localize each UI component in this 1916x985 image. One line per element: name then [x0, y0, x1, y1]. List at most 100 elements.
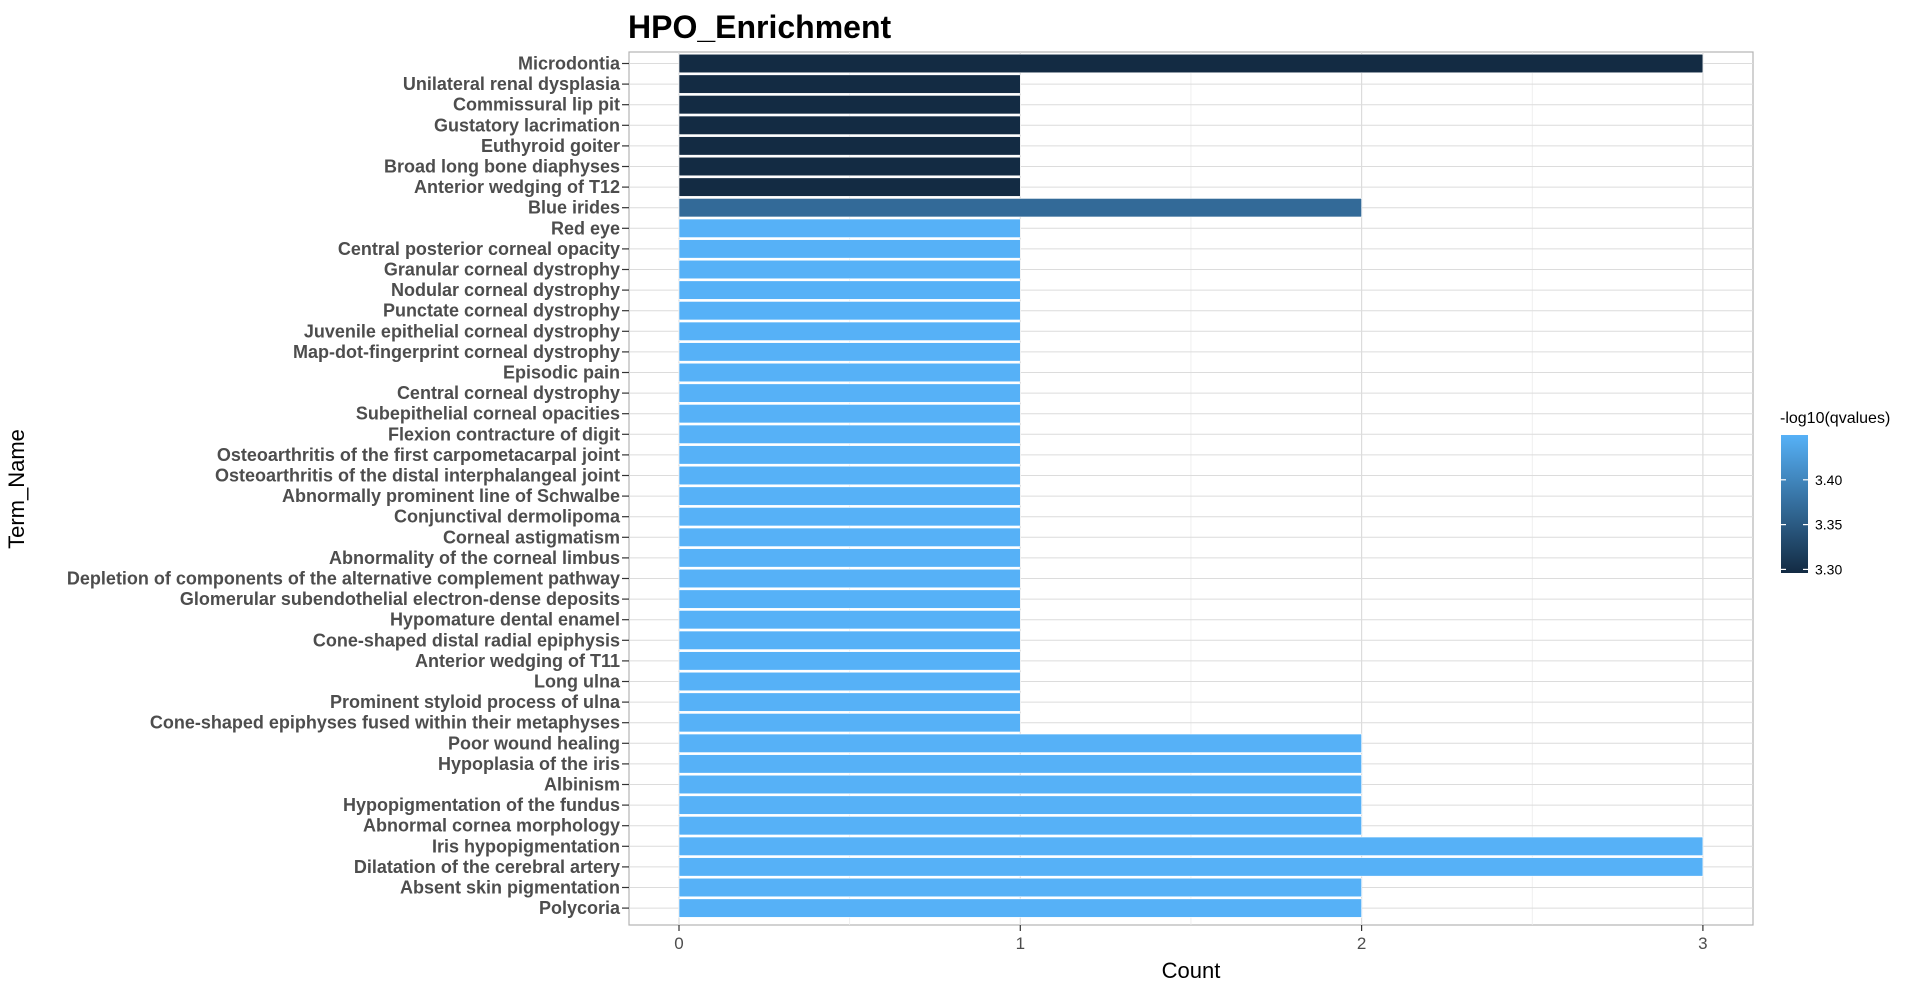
- bar: [678, 424, 1021, 444]
- y-tick-label: Blue irides: [528, 198, 620, 218]
- bar: [678, 713, 1021, 733]
- bar: [678, 836, 1704, 856]
- y-tick-label: Red eye: [551, 218, 620, 238]
- legend-tick-label: 3.40: [1815, 472, 1842, 488]
- bar: [678, 321, 1021, 341]
- bar: [678, 74, 1021, 94]
- bar: [678, 671, 1021, 692]
- y-tick-label: Anterior wedging of T12: [414, 177, 620, 197]
- y-tick-label: Commissural lip pit: [453, 95, 620, 115]
- y-tick-label: Euthyroid goiter: [481, 136, 620, 156]
- bar: [678, 816, 1362, 836]
- y-tick-label: Long ulna: [534, 672, 621, 692]
- legend-colorbar: [1781, 435, 1808, 573]
- x-axis-title: Count: [1162, 958, 1221, 983]
- bars: [678, 53, 1704, 918]
- y-tick-label: Gustatory lacrimation: [434, 115, 620, 135]
- bar: [678, 342, 1021, 362]
- y-tick-label: Abnormality of the corneal limbus: [329, 548, 620, 568]
- y-tick-label: Albinism: [544, 775, 620, 795]
- legend-tick-label: 3.35: [1815, 517, 1842, 533]
- legend-tick-label: 3.30: [1815, 561, 1842, 577]
- bar: [678, 198, 1362, 218]
- y-tick-label: Cone-shaped epiphyses fused within their…: [150, 713, 620, 733]
- y-tick-label: Juvenile epithelial corneal dystrophy: [304, 321, 620, 341]
- y-tick-label: Poor wound healing: [448, 733, 620, 753]
- bar: [678, 156, 1021, 177]
- bar: [678, 898, 1362, 918]
- bar: [678, 280, 1021, 300]
- bar: [678, 877, 1362, 898]
- y-tick-label: Hypomature dental enamel: [390, 610, 620, 630]
- bar: [678, 445, 1021, 465]
- x-tick-labels: 0 1 2 3: [674, 925, 1708, 953]
- y-tick-label: Central corneal dystrophy: [397, 383, 620, 403]
- x-tick-label: 0: [674, 934, 683, 953]
- bar: [678, 259, 1021, 280]
- y-tick-label: Broad long bone diaphyses: [384, 157, 620, 177]
- bar: [678, 630, 1021, 650]
- y-tick-label: Unilateral renal dysplasia: [403, 74, 621, 94]
- y-tick-label: Episodic pain: [503, 363, 620, 383]
- bar: [678, 692, 1021, 712]
- x-tick-label: 1: [1016, 934, 1025, 953]
- bar: [678, 239, 1021, 259]
- y-tick-label: Absent skin pigmentation: [400, 878, 620, 898]
- y-tick-label: Conjunctival dermolipoma: [394, 507, 621, 527]
- legend-ticks: 3.30 3.35 3.40: [1781, 472, 1842, 577]
- bar: [678, 486, 1021, 506]
- y-tick-label: Depletion of components of the alternati…: [67, 569, 620, 589]
- bar: [678, 589, 1021, 609]
- bar: [678, 136, 1021, 156]
- y-tick-label: Punctate corneal dystrophy: [383, 301, 620, 321]
- y-tick-label: Prominent styloid process of ulna: [330, 692, 621, 712]
- bar: [678, 507, 1021, 527]
- y-tick-label: Glomerular subendothelial electron-dense…: [180, 589, 620, 609]
- y-tick-label: Flexion contracture of digit: [388, 424, 620, 444]
- bar: [678, 53, 1704, 74]
- bar: [678, 404, 1021, 424]
- y-tick-label: Osteoarthritis of the distal interphalan…: [215, 466, 620, 486]
- y-tick-label: Dilatation of the cerebral artery: [354, 857, 620, 877]
- bar: [678, 651, 1021, 671]
- y-tick-label: Corneal astigmatism: [443, 527, 620, 547]
- bar: [678, 548, 1021, 568]
- bar: [678, 733, 1362, 753]
- bar: [678, 857, 1704, 877]
- y-tick-label: Abnormally prominent line of Schwalbe: [282, 486, 620, 506]
- y-tick-label: Microdontia: [518, 54, 621, 74]
- y-tick-label: Hypopigmentation of the fundus: [343, 795, 620, 815]
- y-tick-label: Map-dot-fingerprint corneal dystrophy: [293, 342, 620, 362]
- y-tick-label: Cone-shaped distal radial epiphysis: [313, 630, 620, 650]
- chart-title: HPO_Enrichment: [628, 9, 892, 45]
- y-tick-label: Nodular corneal dystrophy: [391, 280, 620, 300]
- y-tick-label: Anterior wedging of T11: [415, 651, 620, 671]
- legend-title: -log10(qvalues): [1780, 410, 1890, 427]
- bar: [678, 115, 1021, 135]
- bar: [678, 568, 1021, 589]
- x-tick-label: 2: [1357, 934, 1366, 953]
- bar: [678, 218, 1021, 238]
- y-tick-label: Subepithelial corneal opacities: [356, 404, 620, 424]
- bar: [678, 362, 1021, 383]
- bar: [678, 177, 1021, 197]
- y-tick-label: Polycoria: [539, 898, 621, 918]
- x-tick-label: 3: [1698, 934, 1707, 953]
- y-axis-title: Term_Name: [4, 429, 29, 549]
- y-tick-label: Granular corneal dystrophy: [384, 260, 620, 280]
- color-legend: -log10(qvalues) 3.30 3.35 3.40: [1780, 410, 1890, 577]
- y-tick-label: Iris hypopigmentation: [432, 836, 620, 856]
- bar: [678, 795, 1362, 815]
- bar: [678, 301, 1021, 321]
- y-tick-label: Abnormal cornea morphology: [363, 816, 620, 836]
- y-tick-label: Hypoplasia of the iris: [438, 754, 620, 774]
- bar: [678, 754, 1362, 774]
- bar: [678, 774, 1362, 795]
- bar: [678, 95, 1021, 115]
- bar: [678, 610, 1021, 630]
- y-tick-label: Central posterior corneal opacity: [338, 239, 620, 259]
- bar: [678, 465, 1021, 486]
- bar: [678, 383, 1021, 403]
